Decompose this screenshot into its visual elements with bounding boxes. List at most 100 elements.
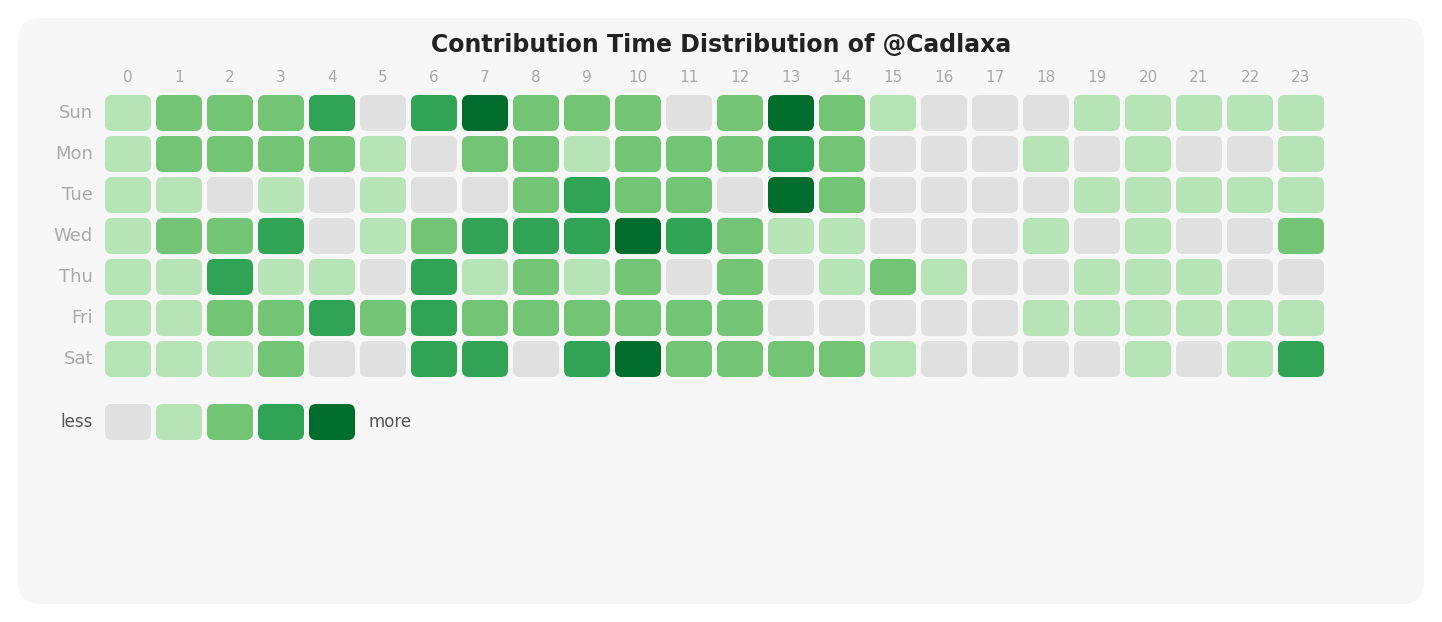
FancyBboxPatch shape [870, 95, 916, 131]
FancyBboxPatch shape [614, 136, 660, 172]
FancyBboxPatch shape [1022, 95, 1069, 131]
FancyBboxPatch shape [513, 95, 559, 131]
FancyBboxPatch shape [769, 259, 813, 295]
FancyBboxPatch shape [461, 177, 508, 213]
FancyBboxPatch shape [1227, 136, 1273, 172]
FancyBboxPatch shape [411, 341, 457, 377]
FancyBboxPatch shape [258, 177, 304, 213]
FancyBboxPatch shape [972, 259, 1018, 295]
FancyBboxPatch shape [1125, 259, 1171, 295]
Text: 0: 0 [123, 70, 133, 85]
FancyBboxPatch shape [360, 259, 407, 295]
FancyBboxPatch shape [258, 404, 304, 440]
FancyBboxPatch shape [614, 177, 660, 213]
FancyBboxPatch shape [309, 218, 355, 254]
FancyBboxPatch shape [614, 300, 660, 336]
FancyBboxPatch shape [411, 300, 457, 336]
FancyBboxPatch shape [769, 95, 813, 131]
FancyBboxPatch shape [258, 341, 304, 377]
FancyBboxPatch shape [972, 218, 1018, 254]
Text: 15: 15 [884, 70, 903, 85]
FancyBboxPatch shape [921, 95, 968, 131]
FancyBboxPatch shape [411, 218, 457, 254]
FancyBboxPatch shape [666, 136, 712, 172]
FancyBboxPatch shape [972, 95, 1018, 131]
FancyBboxPatch shape [156, 218, 202, 254]
FancyBboxPatch shape [1125, 341, 1171, 377]
FancyBboxPatch shape [1278, 218, 1324, 254]
Text: 16: 16 [934, 70, 953, 85]
FancyBboxPatch shape [309, 177, 355, 213]
FancyBboxPatch shape [208, 136, 252, 172]
Text: 23: 23 [1292, 70, 1311, 85]
FancyBboxPatch shape [208, 177, 252, 213]
FancyBboxPatch shape [1177, 259, 1221, 295]
Text: Tue: Tue [62, 186, 92, 204]
FancyBboxPatch shape [614, 341, 660, 377]
FancyBboxPatch shape [411, 136, 457, 172]
FancyBboxPatch shape [972, 177, 1018, 213]
Text: 7: 7 [480, 70, 490, 85]
FancyBboxPatch shape [717, 95, 763, 131]
FancyBboxPatch shape [666, 300, 712, 336]
Text: more: more [368, 413, 411, 431]
FancyBboxPatch shape [666, 341, 712, 377]
Text: 17: 17 [985, 70, 1005, 85]
FancyBboxPatch shape [156, 300, 202, 336]
FancyBboxPatch shape [208, 341, 252, 377]
FancyBboxPatch shape [1177, 177, 1221, 213]
FancyBboxPatch shape [1177, 95, 1221, 131]
FancyBboxPatch shape [360, 341, 407, 377]
FancyBboxPatch shape [1227, 300, 1273, 336]
FancyBboxPatch shape [819, 259, 865, 295]
FancyBboxPatch shape [156, 95, 202, 131]
FancyBboxPatch shape [769, 218, 813, 254]
FancyBboxPatch shape [461, 136, 508, 172]
FancyBboxPatch shape [513, 218, 559, 254]
FancyBboxPatch shape [309, 95, 355, 131]
FancyBboxPatch shape [564, 341, 610, 377]
FancyBboxPatch shape [819, 95, 865, 131]
FancyBboxPatch shape [819, 218, 865, 254]
FancyBboxPatch shape [1125, 95, 1171, 131]
FancyBboxPatch shape [1074, 136, 1120, 172]
Text: 18: 18 [1037, 70, 1056, 85]
FancyBboxPatch shape [309, 136, 355, 172]
FancyBboxPatch shape [921, 136, 968, 172]
FancyBboxPatch shape [1022, 177, 1069, 213]
FancyBboxPatch shape [309, 259, 355, 295]
FancyBboxPatch shape [309, 404, 355, 440]
FancyBboxPatch shape [870, 259, 916, 295]
FancyBboxPatch shape [105, 341, 151, 377]
Text: 5: 5 [378, 70, 388, 85]
Text: 8: 8 [531, 70, 541, 85]
FancyBboxPatch shape [921, 341, 968, 377]
FancyBboxPatch shape [208, 259, 252, 295]
FancyBboxPatch shape [1125, 300, 1171, 336]
FancyBboxPatch shape [258, 136, 304, 172]
FancyBboxPatch shape [513, 177, 559, 213]
FancyBboxPatch shape [564, 177, 610, 213]
FancyBboxPatch shape [156, 259, 202, 295]
FancyBboxPatch shape [156, 404, 202, 440]
Text: 3: 3 [275, 70, 286, 85]
Text: Fri: Fri [71, 309, 92, 327]
FancyBboxPatch shape [1177, 300, 1221, 336]
FancyBboxPatch shape [309, 341, 355, 377]
FancyBboxPatch shape [258, 95, 304, 131]
Text: Sat: Sat [63, 350, 92, 368]
FancyBboxPatch shape [972, 300, 1018, 336]
FancyBboxPatch shape [156, 177, 202, 213]
FancyBboxPatch shape [769, 136, 813, 172]
FancyBboxPatch shape [208, 300, 252, 336]
FancyBboxPatch shape [870, 300, 916, 336]
FancyBboxPatch shape [1227, 218, 1273, 254]
FancyBboxPatch shape [258, 259, 304, 295]
FancyBboxPatch shape [105, 300, 151, 336]
FancyBboxPatch shape [360, 177, 407, 213]
FancyBboxPatch shape [105, 218, 151, 254]
FancyBboxPatch shape [870, 136, 916, 172]
FancyBboxPatch shape [258, 300, 304, 336]
FancyBboxPatch shape [411, 177, 457, 213]
FancyBboxPatch shape [1177, 136, 1221, 172]
